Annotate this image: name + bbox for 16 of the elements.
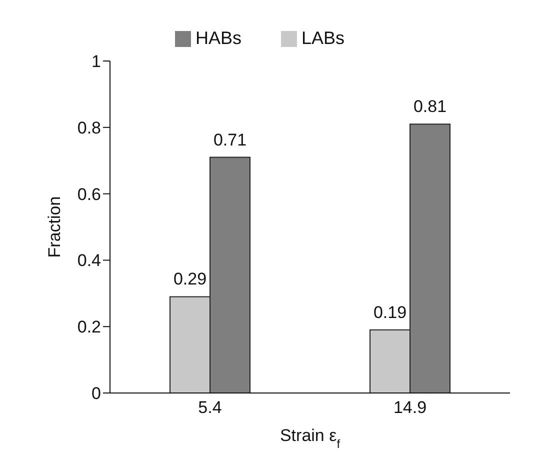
y-axis-title: Fraction [45,196,64,258]
y-tick-label: 0.2 [77,318,101,337]
legend-label: LABs [301,28,345,48]
legend-label: HABs [195,28,242,48]
x-tick-label: 5.4 [198,398,222,418]
y-tick-label: 0.4 [77,251,101,270]
data-label: 0.19 [373,302,407,322]
y-tick-label: 0.8 [77,118,101,138]
y-tick-label: 0 [92,384,101,404]
x-axis-title: Strain ε$_{f}$ [280,426,341,451]
data-label: 0.29 [173,270,207,289]
x-tick-label: 14.9 [393,398,427,418]
data-label: 0.81 [413,97,447,116]
y-tick-label: 1 [92,52,101,72]
y-tick-label: 0.6 [77,184,101,204]
data-label: 0.71 [213,130,247,150]
